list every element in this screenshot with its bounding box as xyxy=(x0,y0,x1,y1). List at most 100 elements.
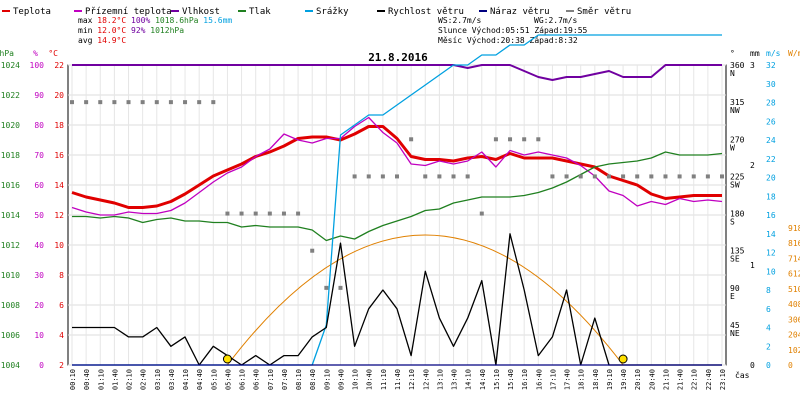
axis-tick-hpa: 1016 xyxy=(1,181,20,190)
axis-tick-pct: 60 xyxy=(34,181,44,190)
axis-tick-temp: 16 xyxy=(54,151,64,160)
wind-direction-point xyxy=(253,211,258,216)
stats-min-label: min xyxy=(78,26,93,35)
axis-tick-dir-dir: NE xyxy=(730,329,740,338)
axis-tick-dir-dir: SW xyxy=(730,180,740,189)
axis-title-temp: °C xyxy=(48,49,58,58)
wind-direction-point xyxy=(197,100,202,105)
stats-min-press: 1012hPa xyxy=(150,26,185,35)
axis-tick-sol: 0 xyxy=(788,361,793,370)
axis-tick-temp: 4 xyxy=(59,331,64,340)
axis-title-wind: m/s xyxy=(766,49,781,58)
wind-direction-point xyxy=(126,100,131,105)
wind-direction-point xyxy=(338,285,343,290)
wind-direction-point xyxy=(649,174,654,179)
axis-tick-dir: 270 xyxy=(730,135,745,144)
wind-direction-point xyxy=(451,174,456,179)
x-tick-label: 14:40 xyxy=(479,369,487,390)
axis-tick-hpa: 1006 xyxy=(1,331,20,340)
axis-tick-wind: 12 xyxy=(766,249,776,258)
mesic-zapad-text: Západ:8:32 xyxy=(529,36,578,45)
wind-direction-point xyxy=(578,174,583,179)
axis-tick-temp: 18 xyxy=(54,121,64,130)
sun-panel: WS:2.7m/s WG:2.7m/s Slunce Východ:05:51 Z… xyxy=(438,16,587,46)
x-tick-label: 15:10 xyxy=(493,369,501,390)
wind-direction-point xyxy=(592,174,597,179)
axis-tick-rain: 0 xyxy=(750,361,755,370)
x-tick-label: 18:40 xyxy=(592,369,600,390)
wind-direction-point xyxy=(296,211,301,216)
axis-tick-temp: 10 xyxy=(54,241,64,250)
axis-title-dir: ° xyxy=(730,49,735,58)
x-tick-label: 05:40 xyxy=(224,369,232,390)
stats-max-hum: 100% xyxy=(131,16,151,25)
x-tick-label: 20:10 xyxy=(634,369,642,390)
axis-tick-dir: 180 xyxy=(730,210,745,219)
axis-tick-dir-dir: SE xyxy=(730,255,740,264)
wind-direction-point xyxy=(564,174,569,179)
x-tick-label: 04:10 xyxy=(182,369,190,390)
wind-direction-point xyxy=(140,100,145,105)
x-tick-label: 22:10 xyxy=(691,369,699,390)
legend-svg: Teplota Přízemní teplota Vlhkost Tlak Srážky… xyxy=(2,7,631,17)
wind-direction-point xyxy=(621,174,626,179)
wind-direction-point xyxy=(225,211,230,216)
x-tick-label: 22:40 xyxy=(705,369,713,390)
wind-direction-point xyxy=(465,174,470,179)
axis-tick-sol: 204 xyxy=(788,331,800,340)
axis-tick-sol: 816 xyxy=(788,239,800,248)
wind-direction-point xyxy=(720,174,724,179)
x-tick-label: 16:10 xyxy=(521,369,529,390)
x-tick-label: 20:40 xyxy=(648,369,656,390)
wind-direction-point xyxy=(281,211,286,216)
daylight-curve xyxy=(227,234,624,366)
grid xyxy=(67,64,727,366)
axis-tick-dir: 90 xyxy=(730,284,740,293)
wind-direction-point xyxy=(168,100,173,105)
wind-direction-point xyxy=(84,100,89,105)
axis-title-sol: W/m² xyxy=(788,49,800,58)
stats-avg-label: avg xyxy=(78,36,93,45)
axis-tick-wind: 16 xyxy=(766,211,776,220)
legend-label-1: Přízemní teplota xyxy=(85,7,172,17)
axis-tick-hpa: 1014 xyxy=(1,211,20,220)
wind-direction-point xyxy=(522,137,527,142)
wind-direction-point xyxy=(70,100,74,105)
stats-min-hum: 92% xyxy=(131,26,146,35)
axis-tick-sol: 714 xyxy=(788,254,800,263)
axis-tick-pct: 0 xyxy=(39,361,44,370)
x-tick-label: 16:40 xyxy=(535,369,543,390)
wind-direction-point xyxy=(705,174,710,179)
axis-tick-wind: 24 xyxy=(766,136,776,145)
axis-tick-rain: 2 xyxy=(750,161,755,170)
x-tick-label: 18:10 xyxy=(578,369,586,390)
wind-direction-point xyxy=(691,174,696,179)
axis-tick-wind: 22 xyxy=(766,155,776,164)
x-tick-label: 04:40 xyxy=(196,369,204,390)
wind-direction-point xyxy=(395,174,399,179)
wind-row: WS:2.7m/s WG:2.7m/s xyxy=(438,16,587,26)
x-tick-label: 02:10 xyxy=(126,369,134,390)
x-tick-label: 17:10 xyxy=(549,369,557,390)
wind-direction-point xyxy=(183,100,188,105)
axis-tick-temp: 12 xyxy=(54,211,64,220)
axis-tick-temp: 8 xyxy=(59,271,64,280)
axis-tick-hpa: 1024 xyxy=(1,61,20,70)
x-tick-label: 17:40 xyxy=(564,369,572,390)
axis-tick-pct: 100 xyxy=(30,61,45,70)
axis-tick-hpa: 1022 xyxy=(1,91,20,100)
mesic-row: Měsíc Východ:20:38 Západ:8:32 xyxy=(438,36,587,46)
x-tick-label: 08:40 xyxy=(309,369,317,390)
series-line-2 xyxy=(72,64,722,81)
x-tick-label: 21:40 xyxy=(677,369,685,390)
stats-max-press: 1018.6hPa xyxy=(155,16,199,25)
x-tick-label: 19:10 xyxy=(606,369,614,390)
axis-title-rain: mm xyxy=(750,49,760,58)
legend-label-4: Srážky xyxy=(316,7,349,17)
wind-direction-point xyxy=(423,174,428,179)
series-line-3 xyxy=(72,151,723,242)
series-layer xyxy=(70,34,724,366)
x-tick-label: 19:40 xyxy=(620,369,628,390)
wind-direction-point xyxy=(663,174,668,179)
